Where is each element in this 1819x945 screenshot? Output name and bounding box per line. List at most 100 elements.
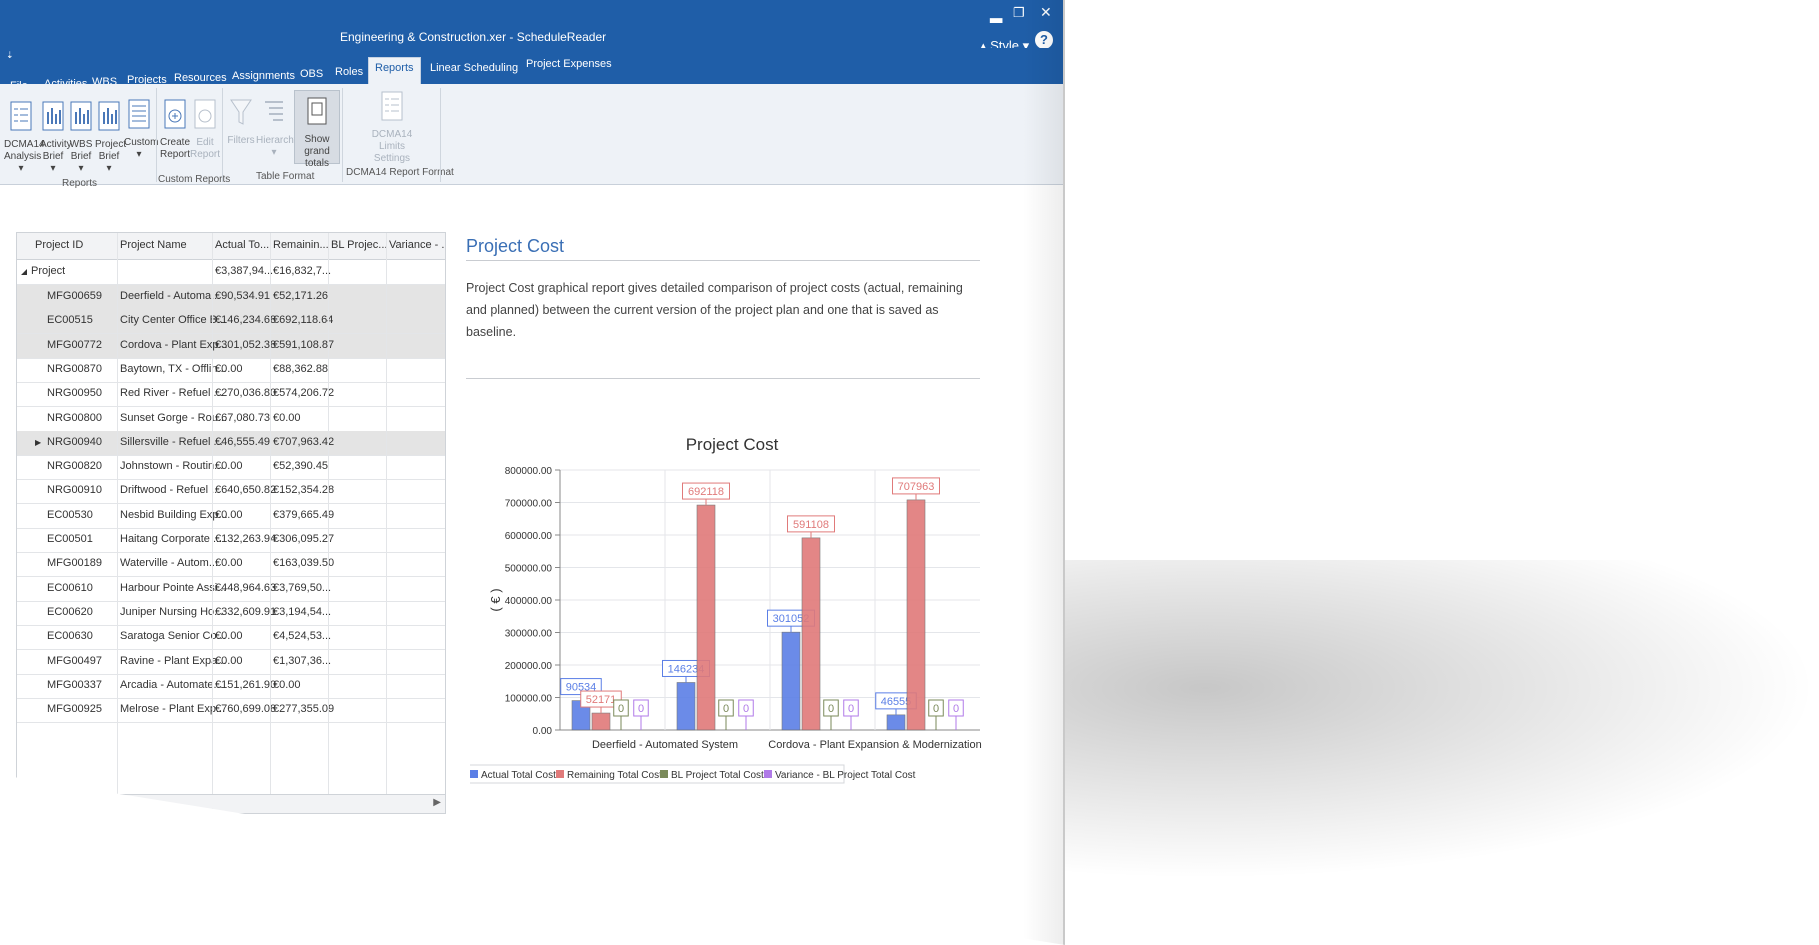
cell-actual-total: €151,261.90 bbox=[215, 678, 277, 691]
window-reflection bbox=[1000, 560, 1819, 880]
cell-actual-total: €0.00 bbox=[215, 557, 243, 570]
collapse-icon[interactable]: ◢ bbox=[21, 267, 28, 276]
table-row[interactable]: ▶ NRG00940 Sillersville - Refuel ... €46,55… bbox=[17, 430, 445, 456]
current-row-indicator-icon: ▶ bbox=[35, 437, 42, 447]
cell-remaining: €0.00 bbox=[273, 411, 301, 424]
help-icon[interactable]: ? bbox=[1035, 31, 1053, 49]
cell-project-name: Deerfield - Automa... bbox=[120, 290, 221, 302]
column-divider bbox=[386, 233, 387, 813]
table-row[interactable]: MFG00337 Arcadia - Automate... €151,261.90… bbox=[17, 674, 445, 699]
minimize-button[interactable]: ▂ bbox=[990, 6, 1003, 23]
tab-project-expenses[interactable]: Project Expenses bbox=[526, 58, 612, 70]
cell-project-id: EC00501 bbox=[47, 533, 93, 545]
cell-project-id: MFG00497 bbox=[47, 654, 103, 667]
table-row[interactable]: MFG00772 Cordova - Plant Exp... €301,052.3… bbox=[17, 333, 445, 359]
table-row[interactable]: EC00620 Juniper Nursing Ho... €332,609.91 €… bbox=[17, 601, 445, 626]
bar bbox=[676, 682, 696, 731]
data-label-box bbox=[928, 699, 944, 717]
title-bar: Engineering & Construction.xer - Schedul… bbox=[0, 0, 1063, 53]
group-label-reports: Reports bbox=[62, 178, 98, 189]
tab-roles[interactable]: Roles bbox=[335, 66, 364, 78]
legend-box bbox=[470, 764, 845, 784]
bar bbox=[906, 499, 926, 731]
list-report-icon bbox=[128, 99, 150, 129]
data-label-box bbox=[892, 477, 940, 495]
bar-report-icon bbox=[98, 101, 120, 131]
wbs-brief-button[interactable]: WBS Brief ▾ bbox=[68, 100, 94, 175]
column-header-project-id[interactable]: Project ID bbox=[35, 239, 84, 251]
group-label-custom-reports: Custom Reports bbox=[158, 174, 231, 185]
cell-actual-total: €640,650.82 bbox=[215, 484, 277, 497]
project-grid[interactable]: Project ID Project Name Actual To... Rem… bbox=[16, 232, 446, 814]
cell-project-id: MFG00925 bbox=[47, 703, 103, 716]
cell-project-name: City Center Office B... bbox=[120, 314, 227, 327]
data-label: 0 bbox=[828, 703, 834, 715]
column-header-actual-total[interactable]: Actual To... bbox=[215, 239, 270, 251]
dcma14-limits-settings-button[interactable]: DCMA14 Limits Settings bbox=[362, 90, 422, 165]
show-grand-totals-button[interactable]: Show grand totals bbox=[294, 90, 340, 169]
create-report-button[interactable]: Create Report bbox=[160, 98, 190, 161]
tab-obs[interactable]: OBS bbox=[300, 68, 324, 80]
custom-report-button[interactable]: Custom ▾ bbox=[124, 98, 158, 161]
filters-button[interactable]: Filters bbox=[226, 96, 256, 147]
hierarchy-button[interactable]: Hierarchy ▾ bbox=[256, 96, 299, 159]
section-divider bbox=[466, 378, 980, 379]
data-label-box bbox=[682, 482, 730, 500]
bar bbox=[696, 504, 716, 731]
table-row[interactable]: MFG00497 Ravine - Plant Expa... €0.00 €1,30… bbox=[17, 650, 445, 675]
column-header-variance[interactable]: Variance - ... bbox=[389, 239, 445, 251]
restore-button[interactable]: ❐ bbox=[1013, 5, 1025, 20]
cell-project-name: Sillersville - Refuel ... bbox=[120, 435, 223, 448]
cell-project-id: EC00530 bbox=[47, 508, 93, 521]
tab-reports[interactable]: Reports bbox=[368, 57, 421, 89]
close-button[interactable]: ✕ bbox=[1040, 4, 1052, 20]
group-row[interactable]: ◢ Project €3,387,94... €16,832,7... bbox=[17, 260, 445, 285]
quick-access-icon[interactable]: ⇣ bbox=[6, 50, 14, 60]
horizontal-scrollbar[interactable]: ◀ ▶ bbox=[17, 794, 445, 813]
data-label-box bbox=[718, 699, 734, 717]
cell-project-name: Waterville - Autom... bbox=[120, 557, 219, 570]
table-row[interactable]: NRG00800 Sunset Gorge - Rou... €67,080.73 €… bbox=[17, 407, 445, 432]
table-row[interactable]: EC00610 Harbour Pointe Assi... €448,964.63… bbox=[17, 577, 445, 602]
column-header-project-name[interactable]: Project Name bbox=[120, 239, 187, 251]
dcma14-analysis-button[interactable]: DCMA14 Analysis ▾ bbox=[4, 100, 45, 175]
tab-linear-scheduling[interactable]: Linear Scheduling bbox=[430, 62, 519, 74]
column-divider bbox=[212, 233, 213, 813]
data-label: 0 bbox=[848, 703, 854, 715]
table-row[interactable]: EC00630 Saratoga Senior Co... €0.00 €4,524,… bbox=[17, 625, 445, 651]
cell-remaining: €591,108.87 bbox=[273, 338, 335, 351]
tab-assignments[interactable]: Assignments bbox=[232, 70, 295, 82]
column-header-remaining[interactable]: Remainin... bbox=[273, 239, 329, 251]
table-row[interactable]: MFG00659 Deerfield - Automa... €90,534.91 €… bbox=[17, 285, 445, 310]
activity-brief-button[interactable]: Activity Brief ▾ bbox=[40, 100, 72, 175]
cell-project-id: NRG00940 bbox=[47, 435, 103, 448]
column-divider bbox=[328, 233, 329, 813]
data-label-box bbox=[843, 699, 859, 717]
bar-report-icon bbox=[42, 101, 64, 131]
table-row[interactable]: MFG00925 Melrose - Plant Exp... €760,699.0… bbox=[17, 698, 445, 724]
column-header-bl-project[interactable]: BL Projec... bbox=[331, 239, 387, 251]
table-row[interactable]: NRG00950 Red River - Refuel ... €270,036.8… bbox=[17, 382, 445, 408]
cell-project-name: Saratoga Senior Co... bbox=[120, 630, 226, 643]
table-row[interactable]: EC00515 City Center Office B... €146,234.6… bbox=[17, 309, 445, 335]
cell-actual-total: €146,234.68 bbox=[215, 314, 277, 327]
tab-resources[interactable]: Resources bbox=[174, 72, 227, 84]
data-label: 591108 bbox=[793, 519, 829, 531]
cell-actual-total: €90,534.91 bbox=[215, 290, 271, 302]
cell-actual-total: €0.00 bbox=[215, 654, 243, 667]
data-label-box bbox=[580, 690, 622, 708]
table-row[interactable]: EC00530 Nesbid Building Exp... €0.00 €379,6… bbox=[17, 504, 445, 529]
edit-report-button[interactable]: Edit Report bbox=[190, 98, 220, 161]
table-row[interactable]: EC00501 Haitang Corporate ... €132,263.94 €… bbox=[17, 528, 445, 553]
project-brief-button[interactable]: Project Brief ▾ bbox=[95, 100, 126, 175]
scroll-right-icon[interactable]: ▶ bbox=[433, 797, 441, 808]
funnel-icon bbox=[230, 99, 252, 125]
table-row[interactable]: NRG00910 Driftwood - Refuel ... €640,650.8… bbox=[17, 479, 445, 505]
table-row[interactable]: NRG00820 Johnstown - Routin... €0.00 €52,39… bbox=[17, 455, 445, 481]
table-row[interactable]: NRG00870 Baytown, TX - Offlin... €0.00 €88,… bbox=[17, 358, 445, 383]
cell-project-name: Arcadia - Automate... bbox=[120, 678, 223, 691]
scroll-left-icon[interactable]: ◀ bbox=[21, 797, 29, 808]
tab-projects[interactable]: Projects bbox=[127, 74, 167, 86]
legend-swatch bbox=[764, 770, 772, 778]
table-row[interactable]: MFG00189 Waterville - Autom... €0.00 €163,0… bbox=[17, 552, 445, 578]
